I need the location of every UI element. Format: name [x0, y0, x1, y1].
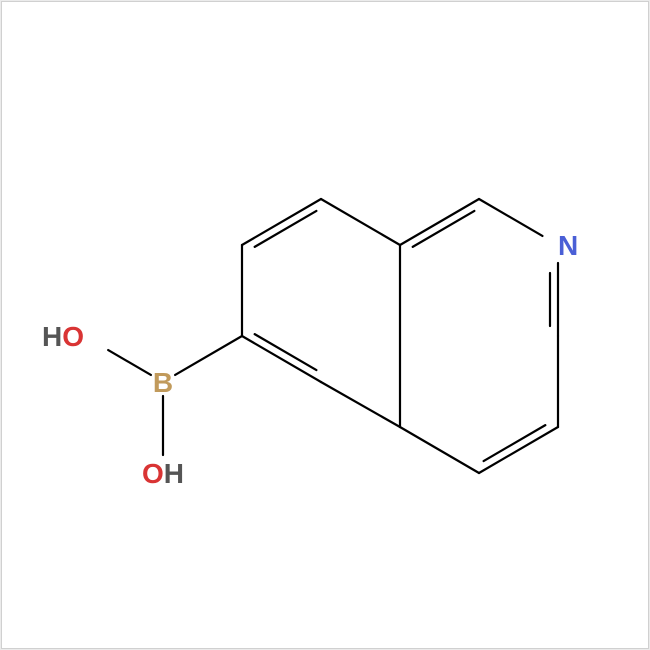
atom-label-o1: HO — [42, 321, 84, 352]
atom-label-b1: B — [153, 367, 173, 398]
molecule-canvas: N B HO OH — [1, 1, 649, 649]
molecule-structure: N B HO OH — [2, 2, 648, 648]
atom-label-o2: OH — [142, 458, 184, 489]
atom-label-n1: N — [558, 230, 578, 261]
